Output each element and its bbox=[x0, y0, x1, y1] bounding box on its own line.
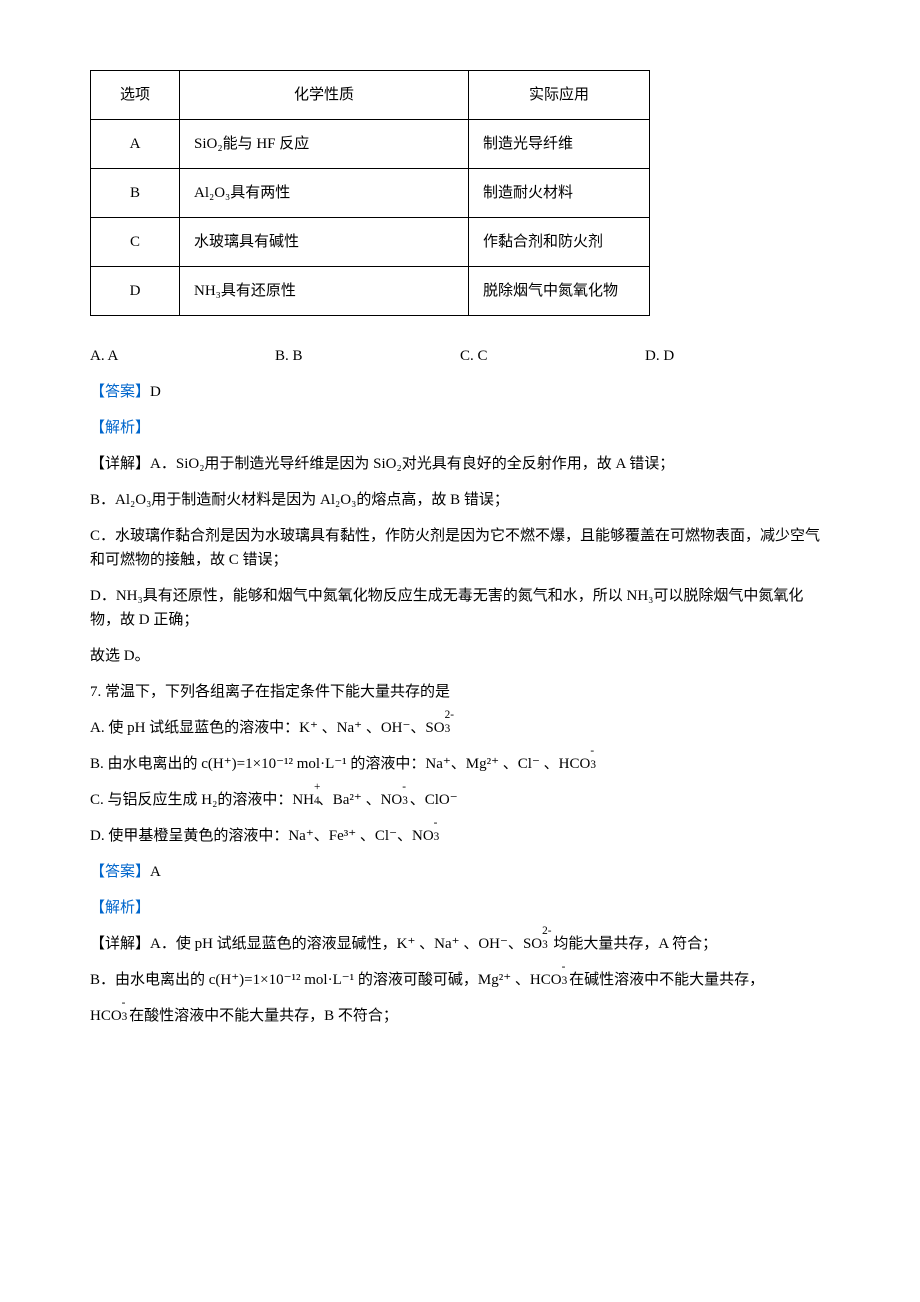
ion-base: HCO bbox=[530, 972, 562, 988]
cell-prop: NH₃具有还原性 bbox=[180, 267, 469, 316]
ion-sub: 4 bbox=[314, 792, 320, 810]
choice-a: A. A bbox=[90, 344, 275, 368]
ion-stack: -3 bbox=[562, 968, 566, 992]
ion-stack: 2-3 bbox=[542, 932, 550, 956]
q7-answer: 【答案】A bbox=[90, 860, 830, 884]
answer-value: A bbox=[150, 864, 161, 880]
q7-detail-b: B．由水电离出的 c(H⁺)=1×10⁻¹² mol·L⁻¹ 的溶液可酸可碱，M… bbox=[90, 968, 830, 992]
choice-b: B. B bbox=[275, 344, 460, 368]
q6-detail-end: 故选 D。 bbox=[90, 644, 830, 668]
cell-app: 脱除烟气中氮氧化物 bbox=[469, 267, 650, 316]
table-row: D NH₃具有还原性 脱除烟气中氮氧化物 bbox=[91, 267, 650, 316]
q6-detail-a: 【详解】A．SiO₂用于制造光导纤维是因为 SiO₂对光具有良好的全反射作用，故… bbox=[90, 452, 830, 476]
detail-a-text: A．SiO₂用于制造光导纤维是因为 SiO₂对光具有良好的全反射作用，故 A 错… bbox=[150, 456, 674, 472]
sulfite-ion: SO2-3 bbox=[523, 936, 550, 952]
d7a-post: 均能大量共存，A 符合； bbox=[550, 936, 718, 952]
q7c-mid: 、Ba²⁺ 、 bbox=[318, 792, 381, 808]
ion-base: SO bbox=[523, 936, 542, 952]
analysis-label: 【解析】 bbox=[90, 896, 830, 920]
q7-option-d: D. 使甲基橙呈黄色的溶液中：Na⁺、Fe³⁺ 、Cl⁻、NO-3 bbox=[90, 824, 830, 848]
choice-c: C. C bbox=[460, 344, 645, 368]
cell-opt: B bbox=[91, 169, 180, 218]
ion-base: NH bbox=[292, 792, 314, 808]
q6-detail-b: B．Al₂O₃用于制造耐火材料是因为 Al₂O₃的熔点高，故 B 错误； bbox=[90, 488, 830, 512]
ion-sub: 3 bbox=[445, 720, 451, 738]
analysis-label: 【解析】 bbox=[90, 416, 830, 440]
sulfite-ion: SO2-3 bbox=[425, 720, 452, 736]
q6-detail-c: C．水玻璃作黏合剂是因为水玻璃具有黏性，作防火剂是因为它不燃不爆，且能够覆盖在可… bbox=[90, 524, 830, 572]
ion-sub: 3 bbox=[590, 756, 596, 774]
d7b-mid: 在碱性溶液中不能大量共存， bbox=[565, 972, 764, 988]
cell-app: 制造耐火材料 bbox=[469, 169, 650, 218]
ion-sub: 3 bbox=[562, 972, 568, 990]
table-header-row: 选项 化学性质 实际应用 bbox=[91, 71, 650, 120]
q7-option-b: B. 由水电离出的 c(H⁺)=1×10⁻¹² mol·L⁻¹ 的溶液中：Na⁺… bbox=[90, 752, 830, 776]
bicarbonate-ion: HCO-3 bbox=[90, 1008, 125, 1024]
ion-base: NO bbox=[412, 828, 434, 844]
th-option: 选项 bbox=[91, 71, 180, 120]
ion-sub: 3 bbox=[542, 936, 548, 954]
detail-label: 【详解】 bbox=[90, 456, 150, 472]
table-row: B Al₂O₃具有两性 制造耐火材料 bbox=[91, 169, 650, 218]
q6-choices: A. A B. B C. C D. D bbox=[90, 344, 830, 368]
bicarbonate-ion: HCO-3 bbox=[530, 972, 565, 988]
ammonium-ion: NH+4 bbox=[292, 792, 317, 808]
ion-sub: 3 bbox=[122, 1008, 128, 1026]
exam-page: 选项 化学性质 实际应用 A SiO₂能与 HF 反应 制造光导纤维 B Al₂… bbox=[0, 0, 920, 1302]
cell-opt: D bbox=[91, 267, 180, 316]
d7b-pre: B．由水电离出的 c(H⁺)=1×10⁻¹² mol·L⁻¹ 的溶液可酸可碱，M… bbox=[90, 972, 530, 988]
cell-opt: A bbox=[91, 120, 180, 169]
ion-stack: -3 bbox=[590, 752, 594, 776]
cell-app: 制造光导纤维 bbox=[469, 120, 650, 169]
q7-option-a: A. 使 pH 试纸显蓝色的溶液中：K⁺ 、Na⁺ 、OH⁻、SO2-3 bbox=[90, 716, 830, 740]
ion-base: SO bbox=[425, 720, 444, 736]
table-row: C 水玻璃具有碱性 作黏合剂和防火剂 bbox=[91, 218, 650, 267]
q6-detail-d: D．NH₃具有还原性，能够和烟气中氮氧化物反应生成无毒无害的氮气和水，所以 NH… bbox=[90, 584, 830, 632]
ion-base: HCO bbox=[559, 756, 591, 772]
table-row: A SiO₂能与 HF 反应 制造光导纤维 bbox=[91, 120, 650, 169]
ion-stack: -3 bbox=[122, 1004, 126, 1028]
q7-option-c: C. 与铝反应生成 H₂的溶液中：NH+4 、Ba²⁺ 、NO-3 、ClO⁻ bbox=[90, 788, 830, 812]
q7-stem: 7. 常温下，下列各组离子在指定条件下能大量共存的是 bbox=[90, 680, 830, 704]
nitrate-ion: NO-3 bbox=[381, 792, 406, 808]
ion-stack: -3 bbox=[402, 788, 406, 812]
ion-stack: -3 bbox=[434, 824, 438, 848]
q7b-pre: B. 由水电离出的 c(H⁺)=1×10⁻¹² mol·L⁻¹ 的溶液中：Na⁺… bbox=[90, 756, 559, 772]
ion-stack: 2-3 bbox=[445, 716, 453, 740]
detail-label: 【详解】 bbox=[90, 936, 150, 952]
bicarbonate-ion: HCO-3 bbox=[559, 756, 594, 772]
q7a-pre: A. 使 pH 试纸显蓝色的溶液中：K⁺ 、Na⁺ 、OH⁻、 bbox=[90, 720, 425, 736]
cell-prop: SiO₂能与 HF 反应 bbox=[180, 120, 469, 169]
cell-app: 作黏合剂和防火剂 bbox=[469, 218, 650, 267]
cell-prop: Al₂O₃具有两性 bbox=[180, 169, 469, 218]
th-property: 化学性质 bbox=[180, 71, 469, 120]
q6-answer: 【答案】D bbox=[90, 380, 830, 404]
d7a-pre: A．使 pH 试纸显蓝色的溶液显碱性，K⁺ 、Na⁺ 、OH⁻、 bbox=[150, 936, 523, 952]
question6-table: 选项 化学性质 实际应用 A SiO₂能与 HF 反应 制造光导纤维 B Al₂… bbox=[90, 70, 650, 316]
ion-base: NO bbox=[381, 792, 403, 808]
q7c-pre: C. 与铝反应生成 H₂的溶液中： bbox=[90, 792, 292, 808]
cell-opt: C bbox=[91, 218, 180, 267]
ion-base: HCO bbox=[90, 1008, 122, 1024]
answer-label: 【答案】 bbox=[90, 384, 150, 400]
choice-d: D. D bbox=[645, 344, 830, 368]
ion-sub: 3 bbox=[402, 792, 408, 810]
nitrate-ion: NO-3 bbox=[412, 828, 437, 844]
th-application: 实际应用 bbox=[469, 71, 650, 120]
answer-value: D bbox=[150, 384, 161, 400]
ion-sub: 3 bbox=[434, 828, 440, 846]
cell-prop: 水玻璃具有碱性 bbox=[180, 218, 469, 267]
q7-detail-a: 【详解】A．使 pH 试纸显蓝色的溶液显碱性，K⁺ 、Na⁺ 、OH⁻、SO2-… bbox=[90, 932, 830, 956]
q7d-pre: D. 使甲基橙呈黄色的溶液中：Na⁺、Fe³⁺ 、Cl⁻、 bbox=[90, 828, 412, 844]
answer-label: 【答案】 bbox=[90, 864, 150, 880]
ion-stack: +4 bbox=[314, 788, 318, 812]
q7-detail-b2: HCO-3 在酸性溶液中不能大量共存，B 不符合； bbox=[90, 1004, 830, 1028]
d7b-post: 在酸性溶液中不能大量共存，B 不符合； bbox=[125, 1008, 398, 1024]
q7c-post: 、ClO⁻ bbox=[406, 792, 458, 808]
